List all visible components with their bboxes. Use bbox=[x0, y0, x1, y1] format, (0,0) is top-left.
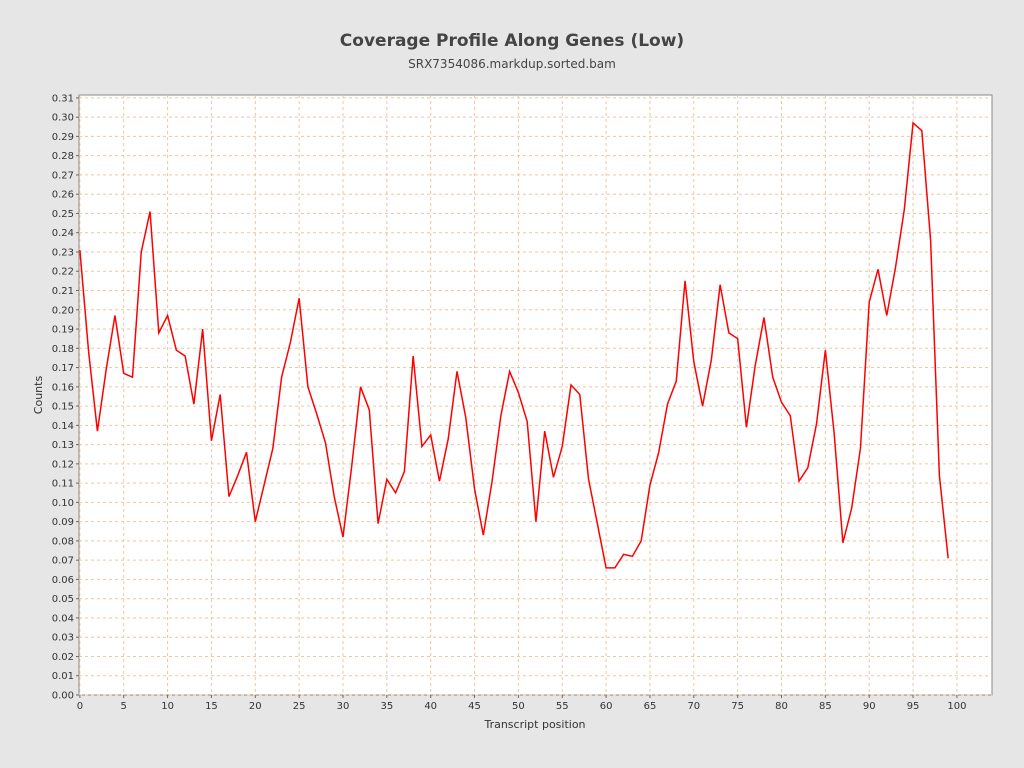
y-tick-label: 0.25 bbox=[52, 209, 74, 220]
y-tick-label: 0.23 bbox=[52, 247, 74, 258]
x-tick-label: 0 bbox=[77, 701, 83, 712]
x-tick-label: 80 bbox=[775, 701, 788, 712]
x-tick-label: 45 bbox=[468, 701, 481, 712]
y-tick-label: 0.20 bbox=[52, 305, 74, 316]
y-tick-label: 0.04 bbox=[52, 613, 74, 624]
y-tick-label: 0.01 bbox=[52, 671, 74, 682]
y-tick-label: 0.16 bbox=[52, 382, 74, 393]
y-tick-label: 0.31 bbox=[52, 93, 74, 104]
y-tick-label: 0.28 bbox=[52, 151, 74, 162]
y-tick-label: 0.05 bbox=[52, 594, 74, 605]
axis-ticks: 0 5 10 15 20 25 30 35 40 45 50 55 60 65 70 75 80 85 90 95 10… bbox=[52, 93, 967, 712]
x-tick-label: 10 bbox=[161, 701, 174, 712]
y-tick-label: 0.02 bbox=[52, 652, 74, 663]
y-tick-label: 0.18 bbox=[52, 344, 74, 355]
x-tick-label: 90 bbox=[863, 701, 876, 712]
y-tick-label: 0.17 bbox=[52, 363, 74, 374]
y-tick-label: 0.08 bbox=[52, 536, 74, 547]
y-tick-label: 0.22 bbox=[52, 267, 74, 278]
y-tick-label: 0.29 bbox=[52, 132, 74, 143]
chart-title: Coverage Profile Along Genes (Low) bbox=[339, 31, 685, 51]
y-axis-label: Counts bbox=[32, 376, 45, 415]
grid bbox=[79, 95, 992, 696]
y-tick-label: 0.13 bbox=[52, 440, 74, 451]
y-tick-label: 0.06 bbox=[52, 575, 74, 586]
x-tick-label: 35 bbox=[380, 701, 393, 712]
y-tick-label: 0.15 bbox=[52, 402, 74, 413]
y-tick-label: 0.21 bbox=[52, 286, 74, 297]
x-axis-label: Transcript position bbox=[483, 718, 585, 731]
x-tick-label: 55 bbox=[556, 701, 569, 712]
x-tick-label: 70 bbox=[687, 701, 700, 712]
x-tick-label: 30 bbox=[337, 701, 350, 712]
coverage-line bbox=[79, 121, 949, 569]
x-tick-label: 40 bbox=[424, 701, 437, 712]
x-tick-label: 5 bbox=[121, 701, 127, 712]
y-tick-label: 0.30 bbox=[52, 113, 74, 124]
x-tick-label: 25 bbox=[293, 701, 306, 712]
y-tick-label: 0.03 bbox=[52, 633, 74, 644]
y-tick-label: 0.26 bbox=[52, 190, 74, 201]
x-tick-label: 50 bbox=[512, 701, 525, 712]
y-tick-label: 0.00 bbox=[52, 691, 74, 702]
chart-subtitle: SRX7354086.markdup.sorted.bam bbox=[408, 57, 616, 71]
y-tick-label: 0.27 bbox=[52, 170, 74, 181]
x-tick-label: 100 bbox=[947, 701, 966, 712]
y-tick-label: 0.11 bbox=[52, 479, 74, 490]
x-tick-label: 60 bbox=[600, 701, 613, 712]
y-tick-label: 0.12 bbox=[52, 459, 74, 470]
y-tick-label: 0.14 bbox=[52, 421, 74, 432]
x-tick-label: 75 bbox=[731, 701, 744, 712]
x-tick-label: 85 bbox=[819, 701, 832, 712]
x-tick-label: 65 bbox=[644, 701, 657, 712]
x-tick-label: 95 bbox=[907, 701, 920, 712]
y-tick-label: 0.24 bbox=[52, 228, 74, 239]
y-tick-label: 0.19 bbox=[52, 325, 74, 336]
y-tick-label: 0.07 bbox=[52, 556, 74, 567]
x-tick-label: 15 bbox=[205, 701, 218, 712]
plot-area bbox=[78, 94, 993, 696]
y-tick-label: 0.10 bbox=[52, 498, 74, 509]
y-tick-label: 0.09 bbox=[52, 517, 74, 528]
x-tick-label: 20 bbox=[249, 701, 262, 712]
